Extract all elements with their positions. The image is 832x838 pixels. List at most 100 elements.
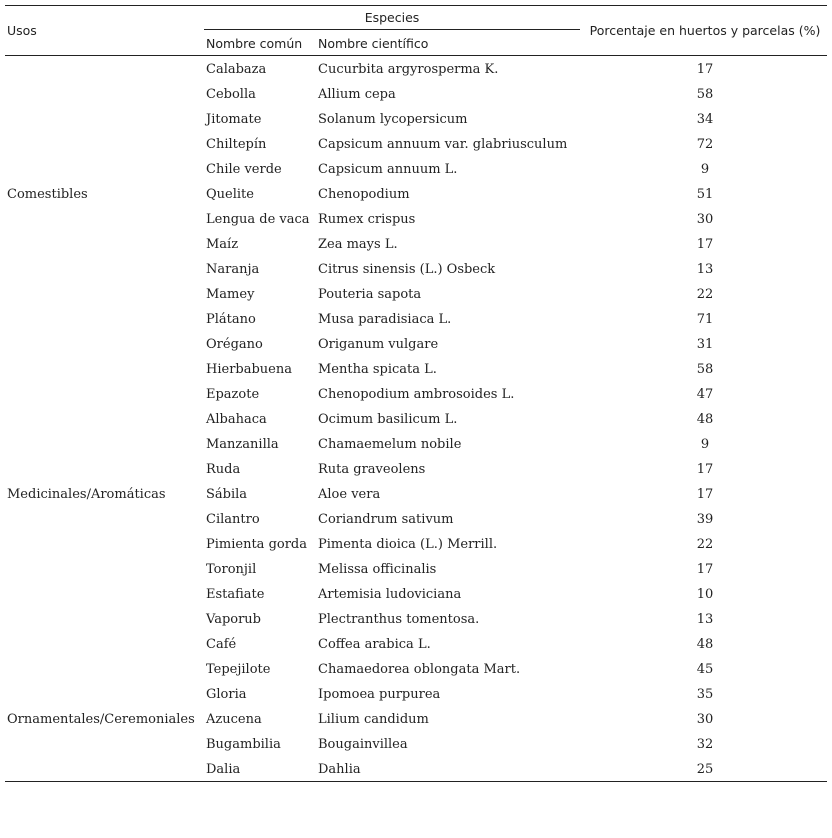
percent: 72	[696, 137, 714, 152]
scientific-name: Origanum vulgare	[318, 337, 439, 352]
common-name: Bugambilia	[206, 737, 281, 752]
bottom-rule	[5, 781, 827, 782]
use-label: Ornamentales/Ceremoniales	[7, 712, 195, 727]
common-name: Vaporub	[206, 612, 262, 627]
percent: 47	[696, 387, 714, 402]
scientific-name: Ipomoea purpurea	[318, 687, 441, 702]
scientific-name: Zea mays L.	[318, 237, 398, 252]
scientific-name: Pimenta dioica (L.) Merrill.	[318, 537, 498, 552]
scientific-name: Lilium candidum	[318, 712, 429, 727]
percent: 34	[696, 112, 714, 127]
common-name: Gloria	[206, 687, 247, 702]
scientific-name: Dahlia	[318, 762, 361, 777]
percent: 58	[696, 362, 714, 377]
percent: 17	[696, 462, 714, 477]
header-uses: Usos	[7, 23, 37, 38]
scientific-name: Mentha spicata L.	[318, 362, 437, 377]
percent: 13	[696, 262, 714, 277]
common-name: Hierbabuena	[206, 362, 292, 377]
scientific-name: Aloe vera	[318, 487, 381, 502]
scientific-name: Plectranthus tomentosa.	[318, 612, 480, 627]
common-name: Chiltepín	[206, 137, 267, 152]
percent: 9	[700, 437, 710, 452]
common-name: Toronjil	[206, 562, 257, 577]
percent: 9	[700, 162, 710, 177]
common-name: Naranja	[206, 262, 260, 277]
percent: 17	[696, 487, 714, 502]
scientific-name: Rumex crispus	[318, 212, 416, 227]
scientific-name: Pouteria sapota	[318, 287, 422, 302]
common-name: Mamey	[206, 287, 255, 302]
percent: 10	[696, 587, 714, 602]
scientific-name: Chenopodium	[318, 187, 410, 202]
percent: 17	[696, 562, 714, 577]
scientific-name: Citrus sinensis (L.) Osbeck	[318, 262, 496, 277]
percent: 17	[696, 237, 714, 252]
scientific-name: Allium cepa	[318, 87, 396, 102]
common-name: Orégano	[206, 337, 263, 352]
scientific-name: Ocimum basilicum L.	[318, 412, 458, 427]
common-name: Jitomate	[206, 112, 262, 127]
common-name: Cebolla	[206, 87, 256, 102]
scientific-name: Ruta graveolens	[318, 462, 426, 477]
common-name: Cilantro	[206, 512, 260, 527]
percent: 31	[696, 337, 714, 352]
common-name: Quelite	[206, 187, 254, 202]
common-name: Epazote	[206, 387, 260, 402]
header-bottom-rule	[5, 55, 827, 56]
common-name: Chile verde	[206, 162, 282, 177]
common-name: Sábila	[206, 487, 248, 502]
common-name: Pimienta gorda	[206, 537, 307, 552]
common-name: Dalia	[206, 762, 241, 777]
percent: 17	[696, 62, 714, 77]
scientific-name: Coriandrum sativum	[318, 512, 454, 527]
scientific-name: Cucurbita argyrosperma K.	[318, 62, 499, 77]
percent: 22	[696, 537, 714, 552]
top-rule	[5, 5, 827, 6]
percent: 30	[696, 712, 714, 727]
percent: 48	[696, 637, 714, 652]
header-common: Nombre común	[206, 36, 303, 51]
common-name: Lengua de vaca	[206, 212, 310, 227]
scientific-name: Melissa officinalis	[318, 562, 437, 577]
scientific-name: Chamaemelum nobile	[318, 437, 462, 452]
scientific-name: Chamaedorea oblongata Mart.	[318, 662, 521, 677]
percent: 58	[696, 87, 714, 102]
scientific-name: Musa paradisiaca L.	[318, 312, 452, 327]
scientific-name: Coffea arabica L.	[318, 637, 431, 652]
header-scientific: Nombre científico	[318, 36, 429, 51]
percent: 45	[696, 662, 714, 677]
common-name: Maíz	[206, 237, 239, 252]
percent: 13	[696, 612, 714, 627]
scientific-name: Bougainvillea	[318, 737, 408, 752]
use-label: Medicinales/Aromáticas	[7, 487, 166, 502]
percent: 25	[696, 762, 714, 777]
header-rule	[204, 29, 580, 30]
common-name: Plátano	[206, 312, 256, 327]
percent: 39	[696, 512, 714, 527]
common-name: Tepejilote	[206, 662, 271, 677]
common-name: Ruda	[206, 462, 241, 477]
common-name: Albahaca	[206, 412, 267, 427]
scientific-name: Artemisia ludoviciana	[318, 587, 462, 602]
scientific-name: Capsicum annuum var. glabriusculum	[318, 137, 568, 152]
scientific-name: Capsicum annuum L.	[318, 162, 458, 177]
header-species: Especies	[364, 10, 420, 25]
percent: 32	[696, 737, 714, 752]
percent: 22	[696, 287, 714, 302]
scientific-name: Solanum lycopersicum	[318, 112, 468, 127]
use-label: Comestibles	[7, 187, 88, 202]
common-name: Estafiate	[206, 587, 265, 602]
percent: 30	[696, 212, 714, 227]
header-percent: Porcentaje en huertos y parcelas (%)	[589, 23, 821, 38]
percent: 51	[696, 187, 714, 202]
percent: 35	[696, 687, 714, 702]
percent: 71	[696, 312, 714, 327]
common-name: Café	[206, 637, 237, 652]
common-name: Azucena	[206, 712, 262, 727]
common-name: Manzanilla	[206, 437, 279, 452]
percent: 48	[696, 412, 714, 427]
scientific-name: Chenopodium ambrosoides L.	[318, 387, 515, 402]
common-name: Calabaza	[206, 62, 267, 77]
